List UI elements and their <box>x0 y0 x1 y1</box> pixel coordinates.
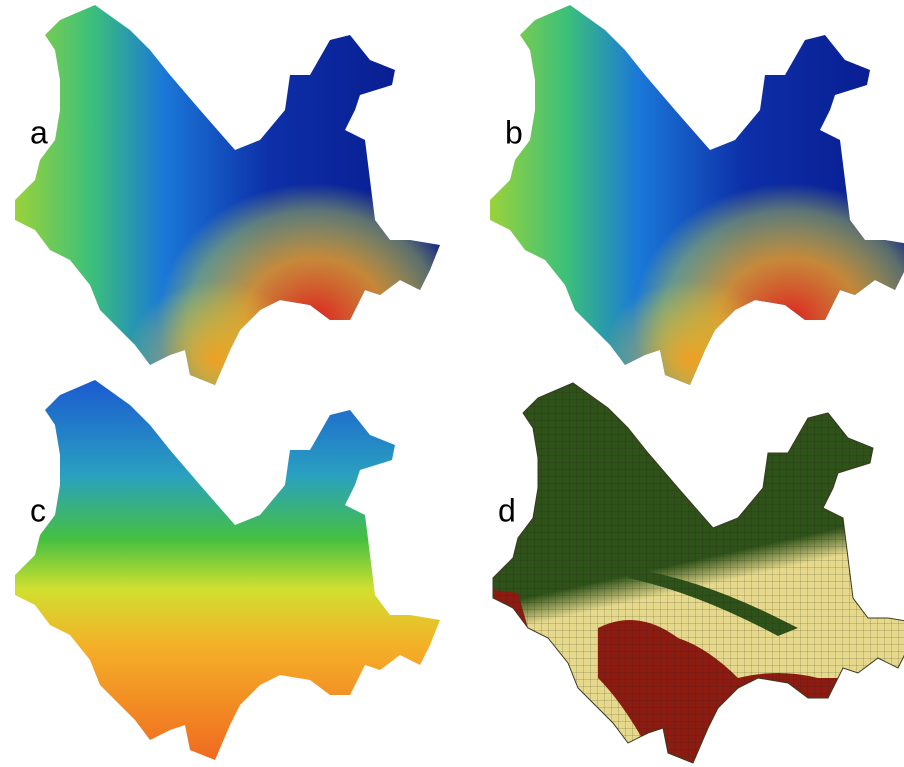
panel-label: c <box>30 492 46 528</box>
map-overlay <box>0 0 450 390</box>
panel-a: a <box>0 0 450 390</box>
panel-d: d <box>478 378 904 767</box>
panel-label: a <box>30 114 48 150</box>
panel-label: b <box>505 114 523 150</box>
figure: a b c d <box>0 0 904 767</box>
panel-label: d <box>498 492 516 528</box>
panel-c: c <box>15 380 440 760</box>
map-region <box>15 380 440 760</box>
map-overlay <box>475 0 904 390</box>
panel-b: b <box>475 0 904 390</box>
map-overlay <box>478 378 904 767</box>
